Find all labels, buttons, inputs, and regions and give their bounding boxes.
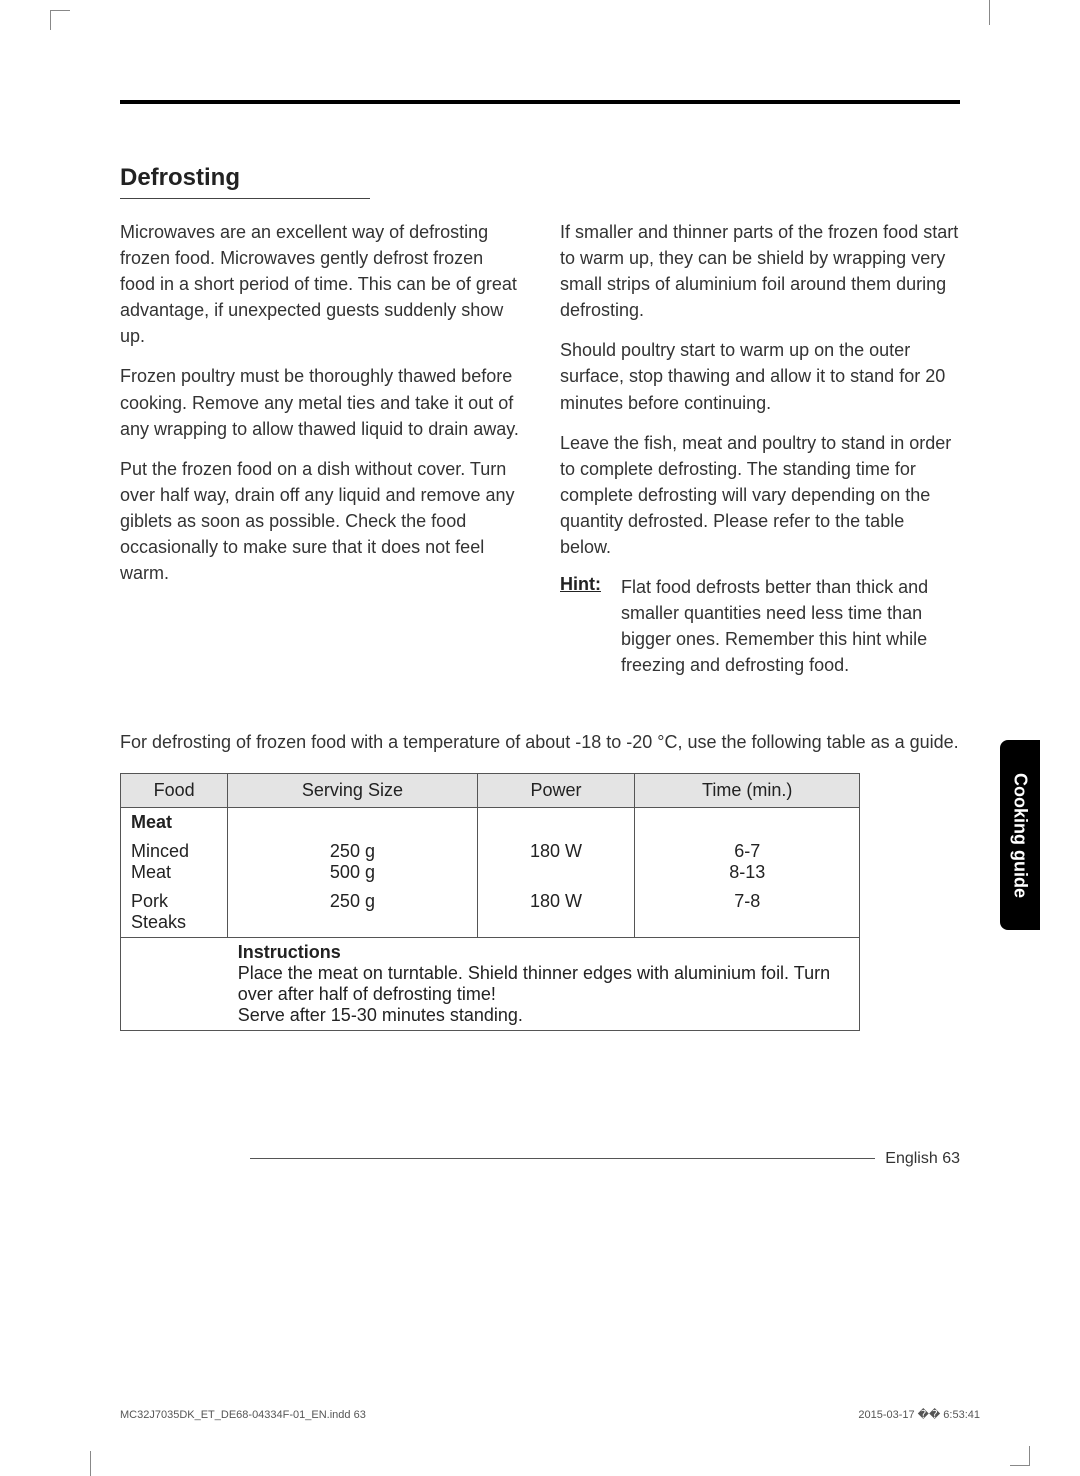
two-column-body: Microwaves are an excellent way of defro… [120,219,960,679]
table-cell-food: Minced Meat [121,837,228,887]
hint-label: Hint: [560,574,601,678]
table-instructions-row: Instructions Place the meat on turntable… [121,937,860,1030]
body-paragraph: Microwaves are an excellent way of defro… [120,219,520,349]
table-header: Food [121,773,228,807]
body-paragraph: Should poultry start to warm up on the o… [560,337,960,415]
hint-text: Flat food defrosts better than thick and… [621,574,960,678]
table-row: Minced Meat 250 g 500 g 180 W 6-7 8-13 [121,837,860,887]
table-header: Power [477,773,635,807]
instructions-label: Instructions [238,942,341,962]
print-footer-right: 2015-03-17 �� 6:53:41 [858,1408,980,1421]
table-cell-power: 180 W [477,837,635,887]
crop-mark-bl [90,1451,91,1476]
defrost-table: Food Serving Size Power Time (min.) Meat… [120,773,860,1031]
table-cell-food: Pork Steaks [121,887,228,938]
body-paragraph: Frozen poultry must be thoroughly thawed… [120,363,520,441]
hint-block: Hint: Flat food defrosts better than thi… [560,574,960,678]
table-instructions-cell: Instructions Place the meat on turntable… [228,937,860,1030]
table-category: Meat [121,807,228,837]
body-paragraph: Leave the fish, meat and poultry to stan… [560,430,960,560]
table-header-row: Food Serving Size Power Time (min.) [121,773,860,807]
table-cell-time: 6-7 8-13 [635,837,860,887]
heading-underline [120,198,370,199]
table-cell-line: 8-13 [729,862,765,882]
table-cell-time: 7-8 [635,887,860,938]
right-column: If smaller and thinner parts of the froz… [560,219,960,679]
table-cell-size: 250 g 500 g [228,837,477,887]
print-footer-left: MC32J7035DK_ET_DE68-04334F-01_EN.indd 63 [120,1409,366,1421]
page-content: Defrosting Microwaves are an excellent w… [120,100,960,1031]
crop-mark-br [1010,1446,1030,1466]
page-footer: English 63 [250,1150,960,1168]
table-header: Serving Size [228,773,477,807]
table-cell-empty [228,807,477,837]
left-column: Microwaves are an excellent way of defro… [120,219,520,679]
body-paragraph: If smaller and thinner parts of the froz… [560,219,960,323]
crop-mark-tr [989,0,990,25]
table-intro: For defrosting of frozen food with a tem… [120,729,960,755]
side-tab: Cooking guide [1000,740,1040,930]
page-number: English 63 [885,1150,960,1167]
table-header: Time (min.) [635,773,860,807]
table-cell-line: 6-7 [734,841,760,861]
body-paragraph: Put the frozen food on a dish without co… [120,456,520,586]
table-cell-line: 250 g [330,841,375,861]
table-cell-line: 500 g [330,862,375,882]
crop-mark-tl [50,10,70,30]
table-cell-size: 250 g [228,887,477,938]
table-cell-empty [121,937,228,1030]
top-rule [120,100,960,104]
table-cell-power: 180 W [477,887,635,938]
table-row: Pork Steaks 250 g 180 W 7-8 [121,887,860,938]
instructions-text: Place the meat on turntable. Shield thin… [238,963,830,1025]
footer-rule [250,1158,875,1159]
section-heading: Defrosting [120,164,960,192]
table-category-row: Meat [121,807,860,837]
table-cell-empty [635,807,860,837]
table-cell-empty [477,807,635,837]
